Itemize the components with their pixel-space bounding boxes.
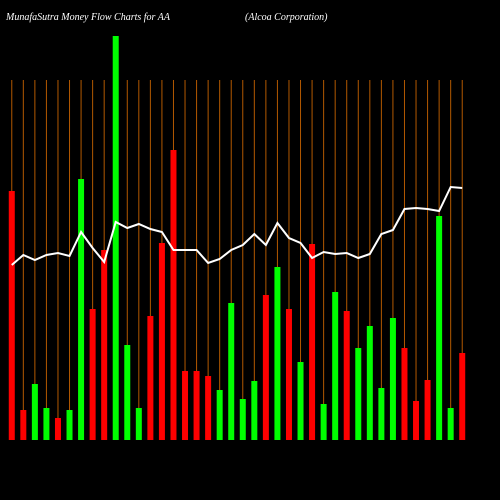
bar bbox=[20, 410, 27, 440]
bar bbox=[332, 292, 339, 440]
bar bbox=[182, 371, 189, 440]
bar bbox=[239, 399, 246, 440]
bar bbox=[355, 348, 362, 440]
bar bbox=[413, 401, 420, 440]
bar bbox=[447, 408, 454, 440]
bar bbox=[459, 353, 466, 440]
bar bbox=[378, 388, 385, 440]
bar bbox=[228, 303, 235, 440]
bar bbox=[170, 150, 177, 440]
bar bbox=[66, 410, 73, 440]
bar bbox=[424, 380, 431, 440]
bar bbox=[366, 326, 373, 440]
bar bbox=[389, 318, 396, 440]
bar bbox=[274, 267, 281, 440]
bar bbox=[205, 376, 212, 440]
bar bbox=[320, 404, 327, 440]
bar bbox=[8, 191, 15, 440]
bar bbox=[285, 309, 292, 440]
bar bbox=[216, 390, 223, 440]
bar bbox=[135, 408, 142, 440]
bar bbox=[124, 345, 131, 440]
money-flow-line bbox=[11, 185, 463, 266]
bar bbox=[78, 179, 85, 440]
bar bbox=[147, 316, 154, 440]
bar bbox=[31, 384, 38, 440]
bar bbox=[54, 418, 61, 440]
bar bbox=[262, 295, 269, 440]
bar bbox=[101, 250, 108, 440]
bar bbox=[297, 362, 304, 440]
bar bbox=[401, 348, 408, 440]
bar bbox=[343, 311, 350, 440]
chart-title: MunafaSutra Money Flow Charts for AA bbox=[5, 12, 171, 23]
bar bbox=[112, 36, 119, 440]
bar bbox=[193, 371, 200, 440]
chart-subtitle: (Alcoa Corporation) bbox=[245, 12, 328, 23]
bar bbox=[43, 408, 50, 440]
bar bbox=[436, 216, 443, 440]
bar bbox=[309, 244, 316, 440]
bar bbox=[251, 381, 258, 440]
bar bbox=[158, 243, 165, 440]
bar bbox=[89, 309, 96, 440]
